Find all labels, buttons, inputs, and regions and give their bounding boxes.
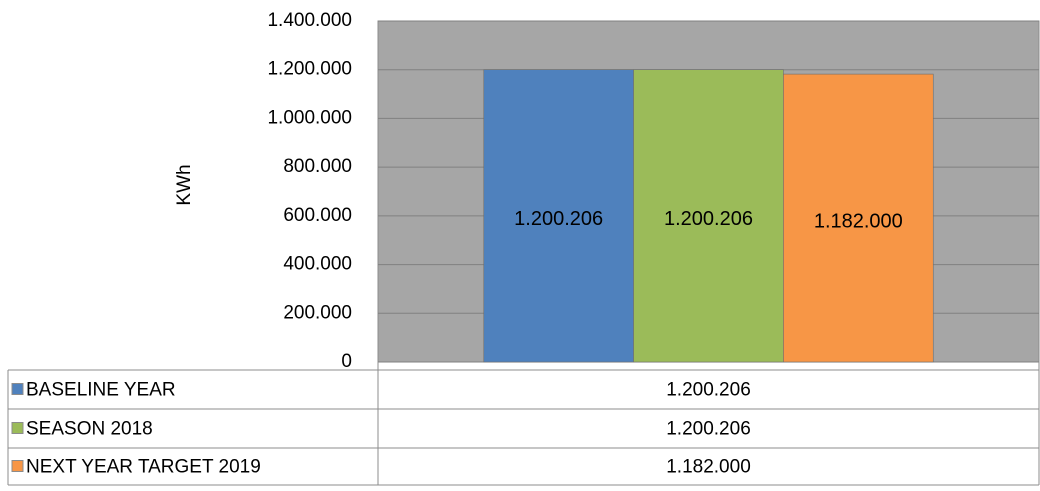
y-tick-label: 1.200.000 <box>267 59 352 80</box>
data-label: 1.200.206 <box>514 208 603 230</box>
table-value: 1.200.206 <box>666 419 751 440</box>
y-tick-label: 600.000 <box>283 205 352 226</box>
y-tick-label: 0 <box>341 351 352 372</box>
legend-marker <box>11 383 24 395</box>
y-axis-label: KWh <box>174 164 195 205</box>
y-tick-label: 1.400.000 <box>267 10 352 31</box>
y-tick-label: 400.000 <box>283 254 352 275</box>
legend-marker <box>11 422 24 434</box>
bar <box>783 73 934 363</box>
table-value: 1.182.000 <box>666 457 751 478</box>
bar <box>483 69 634 363</box>
legend-label: NEXT YEAR TARGET 2019 <box>26 457 261 478</box>
y-tick-label: 1.000.000 <box>267 107 352 128</box>
y-tick-label: 200.000 <box>283 302 352 323</box>
y-tick-label: 800.000 <box>283 156 352 177</box>
legend-marker <box>11 460 24 472</box>
legend-label: SEASON 2018 <box>26 419 153 440</box>
legend-label: BASELINE YEAR <box>26 380 176 401</box>
table-value: 1.200.206 <box>666 380 751 401</box>
bar <box>633 69 784 363</box>
data-label: 1.182.000 <box>814 210 903 232</box>
data-label: 1.200.206 <box>664 208 753 230</box>
